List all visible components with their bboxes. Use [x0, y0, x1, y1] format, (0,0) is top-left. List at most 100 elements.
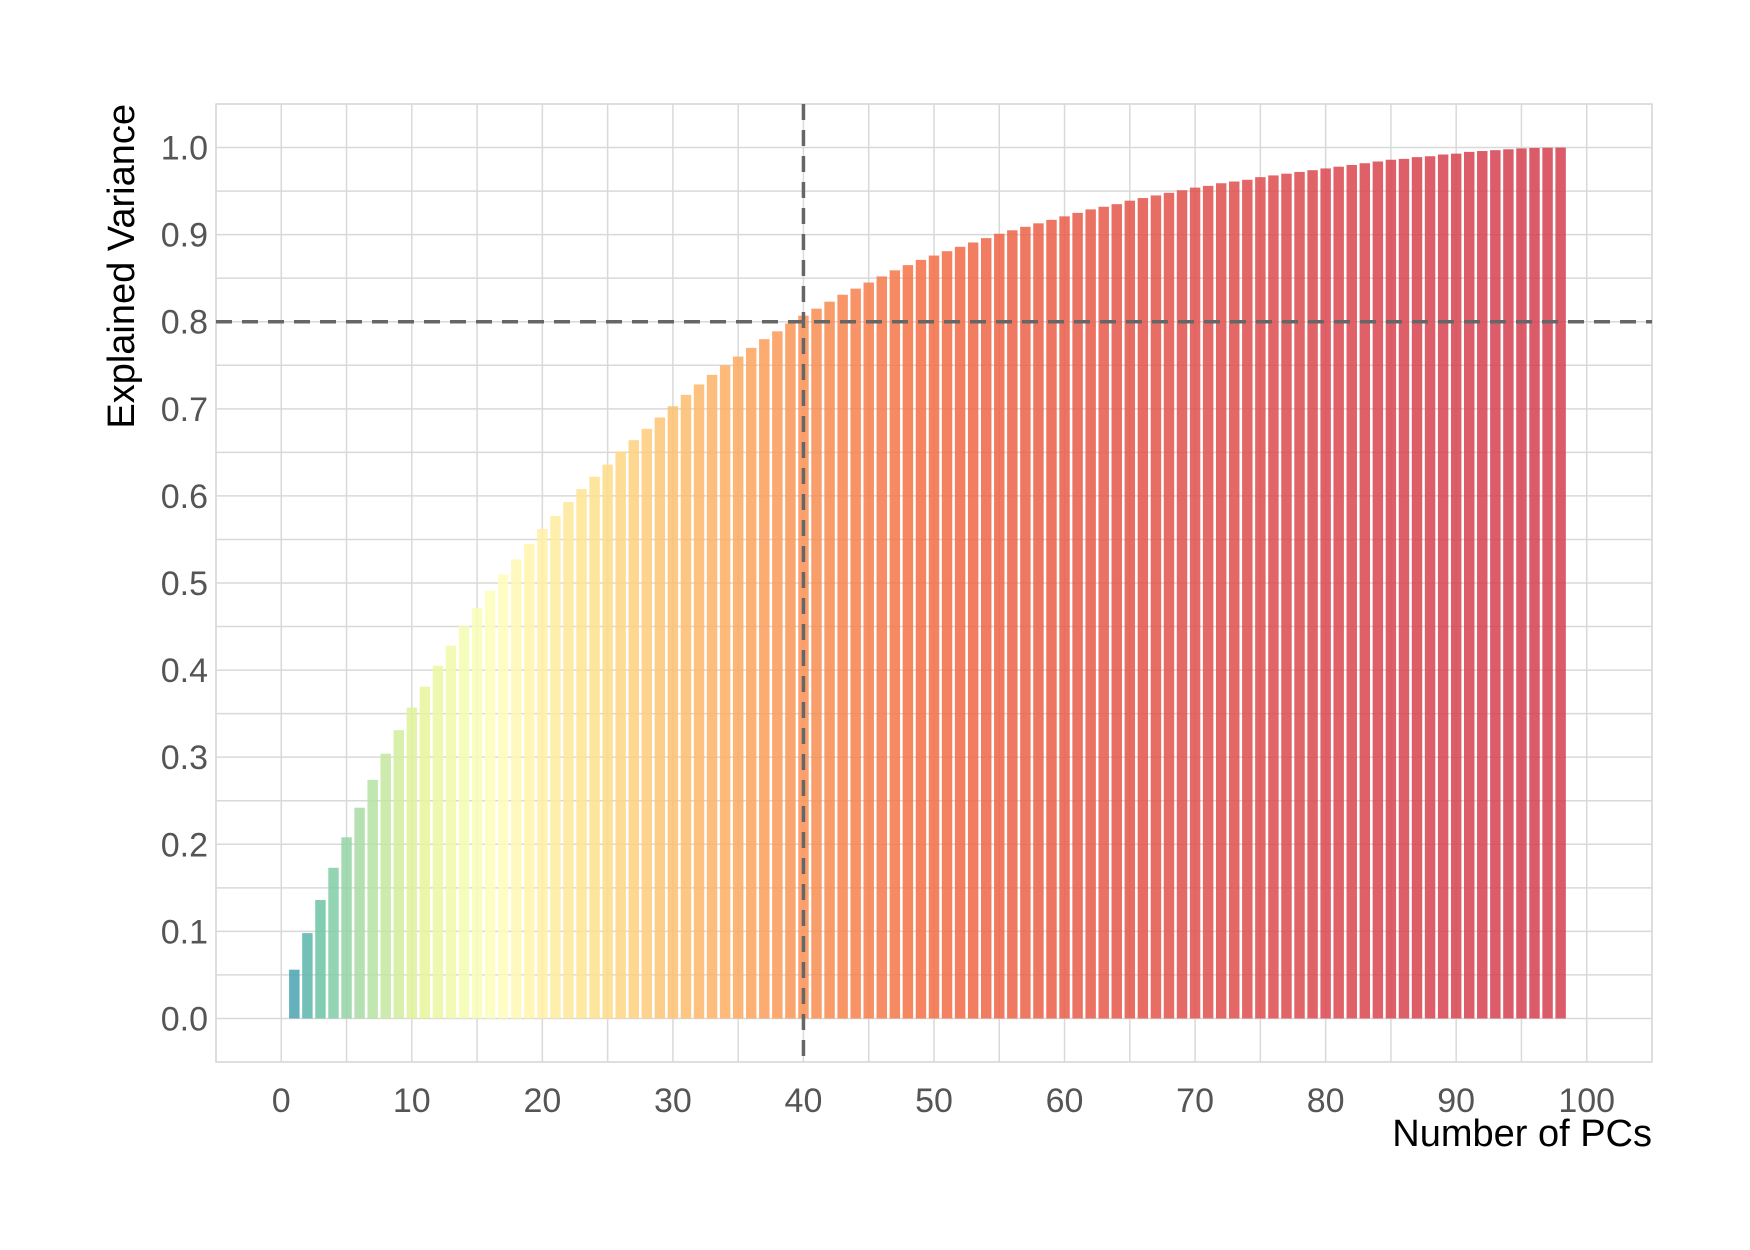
- bar-pc-47: [889, 270, 901, 1019]
- x-tick-label: 40: [785, 1082, 823, 1120]
- bar-pc-9: [393, 730, 404, 1019]
- bar-pc-62: [1085, 209, 1096, 1019]
- bar-pc-89: [1437, 154, 1449, 1019]
- bar-pc-26: [615, 451, 626, 1019]
- bar-pc-4: [328, 867, 339, 1019]
- bar-pc-52: [954, 246, 966, 1019]
- bar-pc-21: [550, 515, 561, 1019]
- bar-pc-81: [1333, 166, 1344, 1019]
- bar-pc-16: [484, 590, 496, 1019]
- y-tick-label: 0.5: [161, 565, 208, 603]
- bar-pc-13: [445, 645, 457, 1019]
- bar-pc-32: [693, 384, 705, 1019]
- bar-pc-87: [1411, 157, 1423, 1019]
- bar-pc-23: [576, 488, 587, 1019]
- x-tick-label: 30: [654, 1082, 692, 1120]
- bar-pc-61: [1072, 212, 1083, 1019]
- bar-pc-40: [798, 315, 809, 1019]
- bar-pc-58: [1033, 223, 1044, 1019]
- bar-pc-51: [941, 251, 953, 1019]
- bar-pc-96: [1529, 147, 1540, 1019]
- bar-pc-63: [1098, 206, 1109, 1019]
- y-tick-label: 0.0: [161, 1000, 208, 1038]
- y-tick-labels: 0.0 0.1 0.2 0.3 0.4 0.5 0.6 0.7 0.8 0.9 1.0: [161, 130, 208, 1039]
- y-tick-label: 1.0: [161, 130, 208, 168]
- bar-pc-70: [1189, 187, 1201, 1019]
- bar-pc-33: [706, 374, 718, 1019]
- bar-pc-72: [1215, 183, 1227, 1019]
- bar-pc-86: [1398, 158, 1410, 1019]
- bar-pc-14: [458, 625, 470, 1019]
- y-axis-title: Explained Variance: [101, 104, 143, 429]
- y-tick-label: 0.3: [161, 739, 208, 777]
- bar-pc-79: [1307, 170, 1318, 1019]
- bar-pc-50: [928, 255, 940, 1019]
- bar-pc-82: [1346, 164, 1357, 1019]
- bar-pc-44: [850, 288, 861, 1019]
- bar-pc-45: [863, 282, 874, 1019]
- bar-pc-48: [902, 265, 914, 1019]
- bar-pc-57: [1020, 226, 1031, 1019]
- bar-pc-18: [511, 559, 522, 1019]
- bar-pc-3: [315, 900, 326, 1019]
- y-tick-label: 0.2: [161, 826, 208, 864]
- bar-pc-20: [537, 529, 548, 1019]
- bar-pc-11: [419, 686, 431, 1019]
- bar-pc-56: [1007, 230, 1018, 1019]
- bar-pc-35: [732, 356, 744, 1019]
- bar-pc-97: [1542, 147, 1553, 1019]
- bar-pc-49: [915, 259, 927, 1019]
- bar-pc-1: [289, 969, 300, 1019]
- bar-pc-24: [589, 476, 600, 1019]
- bar-pc-60: [1059, 216, 1070, 1019]
- x-tick-label: 0: [272, 1082, 291, 1120]
- bar-pc-39: [785, 323, 796, 1019]
- bar-pc-74: [1242, 179, 1253, 1019]
- y-tick-label: 0.6: [161, 478, 208, 516]
- x-tick-label: 90: [1437, 1082, 1475, 1120]
- bar-pc-43: [837, 294, 848, 1019]
- bar-pc-29: [654, 417, 666, 1019]
- y-tick-label: 0.1: [161, 913, 208, 951]
- bar-pc-73: [1229, 181, 1240, 1019]
- bar-pc-90: [1450, 153, 1462, 1019]
- x-tick-label: 20: [523, 1082, 561, 1120]
- bar-pc-64: [1111, 204, 1122, 1019]
- bar-pc-98: [1555, 147, 1566, 1019]
- bar-pc-54: [980, 238, 992, 1019]
- bar-pc-92: [1477, 151, 1488, 1019]
- bar-pc-77: [1281, 173, 1292, 1019]
- bar-pc-31: [680, 394, 692, 1019]
- x-tick-label: 10: [393, 1082, 431, 1120]
- x-tick-label: 80: [1307, 1082, 1345, 1120]
- x-tick-labels: 0 10 20 30 40 50 60 70 80 90 100: [272, 1082, 1615, 1120]
- bar-pc-46: [876, 276, 888, 1019]
- bar-pc-68: [1163, 192, 1175, 1019]
- bar-pc-93: [1490, 150, 1501, 1019]
- bar-pc-95: [1516, 148, 1527, 1019]
- x-axis-title: Number of PCs: [1392, 1113, 1652, 1155]
- reference-lines: [216, 104, 1652, 1062]
- bar-pc-71: [1202, 185, 1214, 1019]
- bar-pc-30: [667, 406, 679, 1019]
- bar-pc-78: [1294, 171, 1305, 1019]
- bar-pc-28: [641, 428, 653, 1019]
- bar-pc-19: [524, 543, 535, 1019]
- bar-pc-55: [994, 233, 1005, 1019]
- bar-pc-5: [341, 837, 352, 1019]
- bar-pc-27: [628, 440, 639, 1019]
- bar-pc-83: [1359, 163, 1371, 1019]
- bar-pc-38: [772, 331, 783, 1019]
- bar-pc-42: [824, 301, 835, 1019]
- bars: [289, 147, 1566, 1019]
- bar-pc-91: [1464, 151, 1475, 1019]
- bar-pc-7: [367, 779, 378, 1019]
- bar-pc-75: [1255, 177, 1266, 1019]
- bar-pc-65: [1124, 200, 1136, 1019]
- bar-pc-94: [1503, 149, 1514, 1019]
- bar-pc-88: [1424, 156, 1436, 1019]
- y-tick-label: 0.7: [161, 391, 208, 429]
- bar-pc-8: [380, 753, 391, 1019]
- x-tick-label: 60: [1046, 1082, 1084, 1120]
